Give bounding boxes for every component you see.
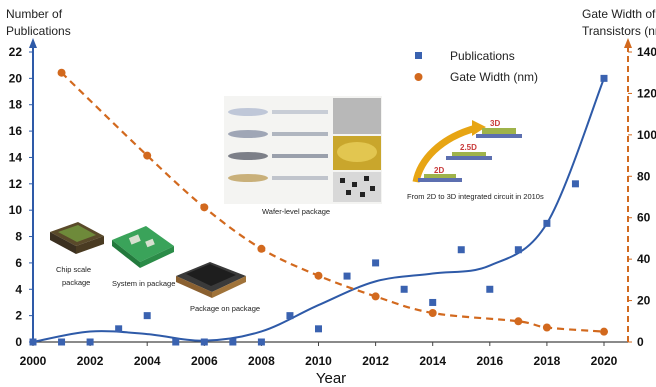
y-left-tick-label: 14 (9, 150, 23, 164)
chip-scale-package-image (50, 222, 104, 254)
y-axis-right-title-line1: Gate Width of (582, 7, 656, 21)
x-tick-label: 2008 (248, 354, 275, 368)
publication-point (457, 246, 465, 254)
publication-point (372, 259, 380, 267)
y-left-tick-label: 18 (9, 98, 23, 112)
x-tick-label: 2004 (134, 354, 161, 368)
y-left-tick-label: 16 (9, 124, 23, 138)
x-tick-label: 2014 (419, 354, 446, 368)
x-tick-label: 2018 (534, 354, 561, 368)
y-axis-right-arrow (624, 38, 632, 48)
tick-labels: 2000 2002 2004 2006 2008 2010 2012 2014 2016 2018… (9, 45, 656, 368)
publication-point (286, 312, 294, 320)
publication-point (58, 338, 66, 346)
y-right-tick-label: 0 (637, 335, 644, 349)
x-tick-label: 2020 (591, 354, 618, 368)
legend-marker-publications (415, 52, 422, 59)
y-left-tick-label: 4 (15, 282, 22, 296)
x-tick-label: 2000 (20, 354, 47, 368)
x-tick-label: 2002 (77, 354, 104, 368)
publication-point (600, 74, 608, 82)
chip-scale-label-line2: package (62, 278, 90, 287)
y-right-tick-label: 140 (637, 45, 656, 59)
legend: Publications Gate Width (nm) (414, 49, 538, 84)
y-right-tick-label: 120 (637, 86, 656, 100)
chip-scale-label-line1: Chip scale (56, 265, 91, 274)
y-axis-right-title-line2: Transistors (nm) (582, 24, 656, 38)
package-on-package-label: Package on package (190, 304, 260, 313)
label-2d: 2D (434, 166, 444, 175)
gate-width-point (371, 292, 380, 301)
publication-point (429, 298, 437, 306)
y-right-tick-label: 100 (637, 128, 656, 142)
publications-trend-line (32, 77, 605, 343)
integration-image (412, 120, 522, 183)
publication-point (115, 325, 123, 333)
publication-point (571, 180, 579, 188)
publication-point (343, 272, 351, 280)
y-left-tick-label: 12 (9, 177, 23, 191)
y-left-tick-label: 2 (15, 309, 22, 323)
x-tick-label: 2016 (476, 354, 503, 368)
legend-label-publications: Publications (450, 49, 515, 63)
integration-label: From 2D to 3D integrated circuit in 2010… (407, 192, 544, 201)
package-on-package-image (176, 262, 246, 298)
publication-point (172, 338, 180, 346)
x-tick-label: 2010 (305, 354, 332, 368)
legend-label-gate-width: Gate Width (nm) (450, 70, 538, 84)
y-axis-left-arrow (29, 38, 37, 48)
legend-marker-gate-width (414, 73, 423, 81)
publication-point (400, 285, 408, 293)
package-illustrations: Chip scale package System in package Pac… (50, 96, 544, 313)
gate-width-point (542, 323, 551, 332)
publication-point (543, 219, 551, 227)
x-tick-label: 2006 (191, 354, 218, 368)
publication-point (486, 285, 494, 293)
publication-point (200, 338, 208, 346)
data-points (29, 68, 608, 346)
publication-point (257, 338, 265, 346)
system-in-package-label: System in package (112, 279, 175, 288)
publication-point (29, 338, 37, 346)
y-axis-left-title-line2: Publications (6, 24, 71, 38)
gate-width-point (600, 327, 608, 336)
gate-width-point (200, 203, 209, 212)
y-axis-left-title-line1: Number of (6, 7, 63, 21)
gate-width-point (143, 151, 152, 160)
publication-point (86, 338, 94, 346)
y-left-tick-label: 20 (9, 71, 23, 85)
label-2-5d: 2.5D (460, 143, 477, 152)
y-left-tick-label: 8 (15, 230, 22, 244)
gate-width-point (257, 244, 266, 253)
y-right-tick-label: 60 (637, 211, 651, 225)
y-right-tick-label: 80 (637, 169, 651, 183)
y-right-tick-label: 20 (637, 294, 651, 308)
x-tick-label: 2012 (362, 354, 389, 368)
gate-width-point (428, 309, 437, 317)
publication-point (229, 338, 237, 346)
y-left-tick-label: 0 (15, 335, 22, 349)
y-left-tick-label: 6 (15, 256, 22, 270)
y-left-tick-label: 22 (9, 45, 23, 59)
label-3d: 3D (490, 119, 500, 128)
x-axis-title: Year (316, 370, 346, 387)
y-left-tick-label: 10 (9, 203, 23, 217)
publication-point (514, 246, 522, 254)
gate-width-dashed-line (60, 71, 605, 333)
gate-width-point (314, 271, 323, 280)
system-in-package-image (112, 226, 174, 268)
publication-point (143, 312, 151, 320)
gate-width-point (57, 68, 66, 77)
wafer-level-package-image (224, 96, 382, 204)
wafer-level-label: Wafer-level package (262, 207, 330, 216)
publication-point (315, 325, 322, 333)
y-right-tick-label: 40 (637, 252, 651, 266)
gate-width-point (514, 317, 523, 326)
